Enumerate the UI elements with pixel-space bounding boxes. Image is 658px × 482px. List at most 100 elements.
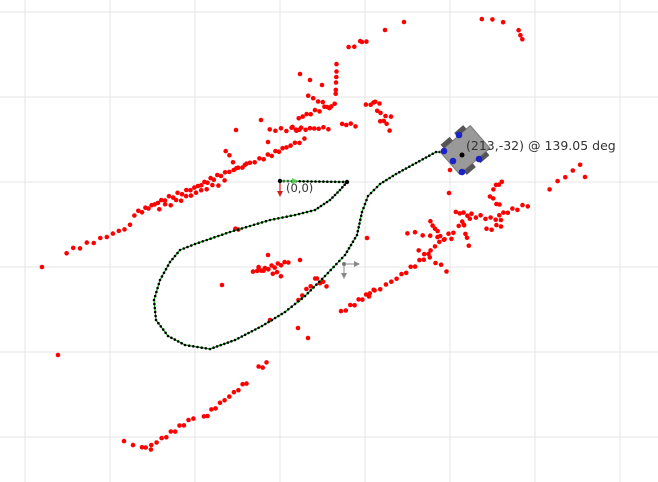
trajectory-point [219, 343, 222, 347]
trajectory-point [359, 218, 362, 221]
trajectory-point [186, 245, 189, 249]
trajectory-point [277, 314, 280, 318]
scan-point [435, 228, 440, 234]
scan-point [216, 183, 221, 188]
scan-point [324, 284, 329, 289]
scan-point [501, 210, 506, 215]
scan-point [421, 257, 427, 263]
trajectory-point [329, 180, 333, 184]
scan-point [293, 127, 299, 132]
laser-scan-points [39, 16, 588, 452]
scan-point [188, 193, 194, 198]
scan-point [70, 245, 76, 251]
scan-point [547, 187, 552, 192]
scan-point [451, 230, 456, 236]
scan-point [222, 398, 227, 403]
scan-point [236, 387, 241, 393]
trajectory-point [228, 230, 232, 234]
scan-point [211, 177, 217, 182]
trajectory-point [418, 159, 421, 163]
trajectory-point [353, 237, 357, 240]
trajectory-point [356, 229, 360, 233]
scan-point [270, 271, 276, 277]
trajectory-point [351, 240, 355, 243]
goal-marker-icon[interactable] [341, 261, 360, 279]
trajectory-point [322, 180, 325, 183]
trajectory-point [230, 340, 233, 343]
scan-point [399, 271, 404, 277]
trajectory-point [285, 215, 289, 218]
scan-point [384, 121, 389, 127]
scan-point [570, 168, 576, 173]
trajectory-point [365, 198, 368, 202]
trajectory-point [281, 216, 284, 219]
scan-point [154, 440, 159, 445]
scan-point [192, 185, 197, 190]
scan-point [412, 264, 418, 269]
scan-point [473, 215, 479, 220]
trajectory-point [297, 300, 300, 303]
scan-point [334, 69, 339, 74]
scan-point [317, 109, 322, 114]
scan-point [168, 203, 173, 208]
scan-point [172, 429, 178, 434]
trajectory-point [178, 248, 182, 252]
scan-point [110, 231, 116, 236]
trajectory-point [287, 308, 290, 311]
trajectory-point [153, 306, 157, 310]
trajectory-point [171, 257, 174, 261]
trajectory-point [196, 345, 199, 349]
trajectory-point [388, 176, 391, 180]
trajectory-point [244, 225, 248, 229]
trajectory-point [309, 209, 313, 213]
trajectory-point [176, 251, 179, 255]
trajectory-point [320, 277, 324, 281]
scan-point [315, 99, 321, 104]
scan-point [305, 335, 311, 341]
wheel-icon [440, 136, 453, 149]
scan-point [213, 406, 218, 411]
scan-point [405, 231, 410, 236]
trajectory-point [331, 196, 334, 199]
scan-point [303, 127, 308, 133]
scan-point [217, 400, 223, 406]
scan-point [444, 269, 449, 274]
scan-point [252, 160, 257, 165]
scan-point [308, 284, 314, 289]
scan-point [205, 413, 210, 419]
scan-point [191, 416, 196, 421]
scan-point [364, 235, 370, 241]
scan-point [247, 160, 253, 166]
scan-point [352, 44, 357, 49]
trajectory-point [164, 331, 167, 335]
trajectory-point [333, 193, 337, 197]
scan-point [489, 227, 494, 233]
scan-point [420, 233, 426, 238]
scan-point [320, 99, 326, 105]
scan-point [582, 174, 588, 180]
scan-point [334, 74, 339, 80]
trajectory-point [362, 206, 365, 210]
scan-point [498, 217, 504, 223]
trajectory-point [309, 289, 313, 292]
scan-point [510, 206, 515, 211]
scan-point [139, 445, 145, 450]
scan-point [184, 187, 189, 193]
trajectory-point [280, 312, 284, 316]
scan-point [233, 127, 239, 133]
scan-point [302, 136, 307, 141]
scan-point [201, 414, 207, 419]
trajectory-point [260, 324, 264, 328]
trajectory-point [243, 333, 247, 337]
trajectory-point [157, 321, 160, 325]
scan-point [446, 231, 451, 236]
scan-point [288, 143, 293, 148]
trajectory-point [315, 283, 318, 286]
trajectory-point [164, 267, 168, 271]
trajectory-point [343, 183, 347, 186]
scan-point [297, 140, 302, 146]
scan-point [234, 165, 239, 171]
scan-point [175, 190, 180, 196]
